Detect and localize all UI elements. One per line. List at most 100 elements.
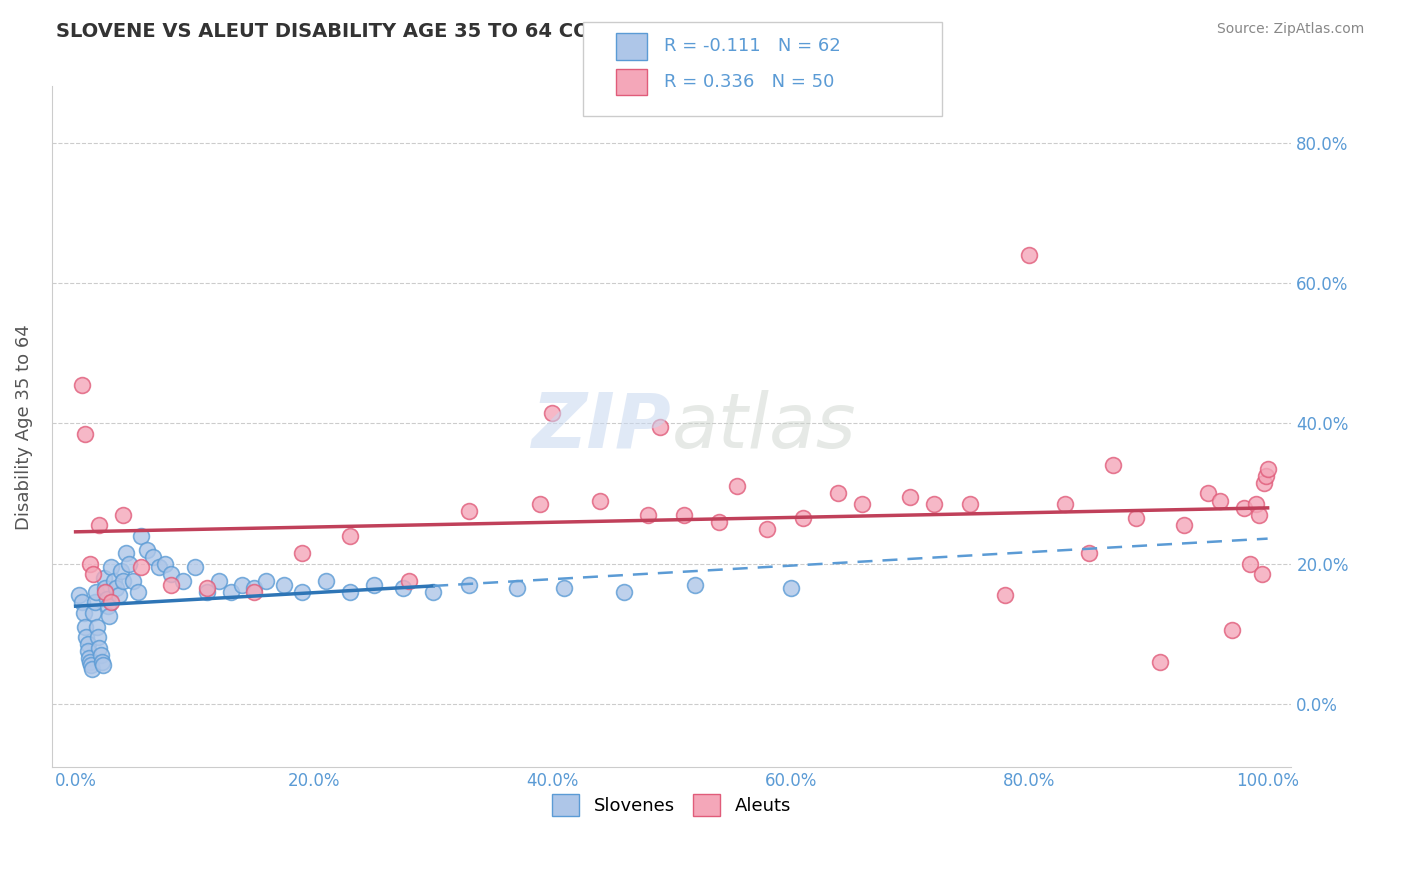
- Point: [541, 406, 564, 420]
- Point: [114, 546, 136, 560]
- Point: [392, 581, 415, 595]
- Point: [637, 508, 659, 522]
- Point: [195, 584, 218, 599]
- Point: [121, 574, 143, 589]
- Point: [82, 662, 104, 676]
- Point: [208, 574, 231, 589]
- Point: [1173, 518, 1195, 533]
- Point: [755, 522, 778, 536]
- Point: [254, 574, 277, 589]
- Text: SLOVENE VS ALEUT DISABILITY AGE 35 TO 64 CORRELATION CHART: SLOVENE VS ALEUT DISABILITY AGE 35 TO 64…: [56, 22, 793, 41]
- Point: [94, 581, 117, 595]
- Text: Source: ZipAtlas.com: Source: ZipAtlas.com: [1216, 22, 1364, 37]
- Point: [1220, 624, 1243, 638]
- Point: [1256, 469, 1278, 483]
- Point: [685, 578, 707, 592]
- Point: [1253, 475, 1275, 490]
- Point: [148, 560, 170, 574]
- Point: [91, 658, 114, 673]
- Point: [779, 581, 801, 595]
- Point: [86, 620, 108, 634]
- Point: [105, 581, 128, 595]
- Point: [112, 574, 135, 589]
- Point: [82, 606, 104, 620]
- Point: [1239, 557, 1261, 571]
- Point: [922, 497, 945, 511]
- Point: [613, 584, 636, 599]
- Point: [291, 546, 314, 560]
- Point: [243, 584, 266, 599]
- Point: [84, 584, 107, 599]
- Point: [129, 528, 152, 542]
- Point: [77, 651, 100, 665]
- Point: [129, 560, 152, 574]
- Point: [1053, 497, 1076, 511]
- Point: [110, 564, 132, 578]
- Point: [994, 588, 1017, 602]
- Point: [1077, 546, 1099, 560]
- Point: [112, 508, 135, 522]
- Point: [273, 578, 295, 592]
- Point: [90, 648, 112, 662]
- Point: [75, 620, 97, 634]
- Point: [1018, 248, 1040, 262]
- Point: [160, 567, 183, 582]
- Point: [1244, 497, 1267, 511]
- Point: [118, 557, 141, 571]
- Point: [898, 490, 921, 504]
- Point: [851, 497, 873, 511]
- Point: [458, 578, 481, 592]
- Point: [363, 578, 385, 592]
- Point: [70, 377, 93, 392]
- Point: [89, 518, 111, 533]
- Point: [339, 528, 361, 542]
- Point: [67, 588, 90, 602]
- Point: [70, 595, 93, 609]
- Point: [153, 557, 176, 571]
- Point: [127, 584, 149, 599]
- Point: [672, 508, 695, 522]
- Point: [1209, 493, 1232, 508]
- Text: atlas: atlas: [672, 390, 856, 464]
- Point: [398, 574, 420, 589]
- Point: [422, 584, 444, 599]
- Point: [98, 609, 121, 624]
- Point: [79, 557, 101, 571]
- Point: [231, 578, 253, 592]
- Point: [959, 497, 981, 511]
- Point: [1149, 655, 1171, 669]
- Point: [1101, 458, 1123, 473]
- Text: R = 0.336   N = 50: R = 0.336 N = 50: [664, 73, 834, 91]
- Point: [93, 571, 115, 585]
- Point: [100, 595, 122, 609]
- Point: [458, 504, 481, 518]
- Point: [75, 426, 97, 441]
- Point: [1249, 508, 1271, 522]
- Point: [142, 549, 165, 564]
- Point: [94, 584, 117, 599]
- Point: [172, 574, 194, 589]
- Point: [315, 574, 337, 589]
- Point: [103, 574, 125, 589]
- Point: [87, 631, 110, 645]
- Point: [96, 591, 118, 606]
- Point: [505, 581, 527, 595]
- Point: [725, 479, 748, 493]
- Point: [184, 560, 207, 574]
- Point: [1197, 486, 1219, 500]
- Text: ZIP: ZIP: [531, 390, 672, 464]
- Point: [1125, 511, 1147, 525]
- Point: [107, 588, 129, 602]
- Point: [100, 560, 122, 574]
- Y-axis label: Disability Age 35 to 64: Disability Age 35 to 64: [15, 324, 32, 530]
- Point: [1250, 567, 1272, 582]
- Text: R = -0.111   N = 62: R = -0.111 N = 62: [664, 37, 841, 55]
- Point: [1257, 462, 1279, 476]
- Point: [75, 631, 97, 645]
- Point: [83, 595, 105, 609]
- Point: [160, 578, 183, 592]
- Point: [90, 655, 112, 669]
- Point: [219, 584, 242, 599]
- Point: [136, 542, 159, 557]
- Point: [291, 584, 314, 599]
